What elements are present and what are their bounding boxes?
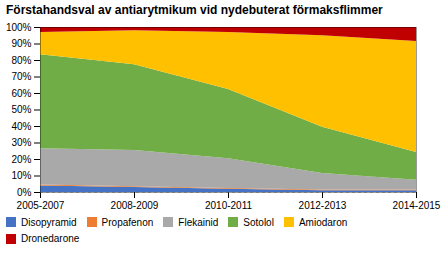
html-text:Amiodaron: Amiodaron — [298, 216, 348, 228]
html-text:Dronedarone: Dronedarone — [21, 233, 80, 245]
svg-text:0%: 0% — [17, 187, 32, 198]
svg-text:80%: 80% — [11, 55, 31, 66]
html-text:Förstahandsval av antiarytmiku: Förstahandsval av antiarytmikum vid nyde… — [6, 3, 383, 17]
svg-text:10%: 10% — [11, 170, 31, 181]
svg-text:90%: 90% — [11, 38, 31, 49]
html-text:Disopyramid: Disopyramid — [21, 216, 77, 228]
svg-text:70%: 70% — [11, 71, 31, 82]
svg-text:20%: 20% — [11, 154, 31, 165]
html-text:Propafenon: Propafenon — [101, 216, 154, 228]
svg-text:50%: 50% — [11, 104, 31, 115]
svg-text:100%: 100% — [6, 22, 32, 33]
svg-text:2008-2009: 2008-2009 — [111, 200, 159, 211]
html-text:Flekainid: Flekainid — [178, 216, 219, 228]
svg-text:60%: 60% — [11, 88, 31, 99]
svg-text:2012-2013: 2012-2013 — [299, 200, 347, 211]
svg-text:2014-2015: 2014-2015 — [393, 200, 441, 211]
svg-text:30%: 30% — [11, 137, 31, 148]
svg-text:2005-2007: 2005-2007 — [17, 200, 65, 211]
svg-text:40%: 40% — [11, 121, 31, 132]
html-text:Sotolol: Sotolol — [243, 216, 274, 228]
svg-text:2010-2011: 2010-2011 — [205, 200, 253, 211]
